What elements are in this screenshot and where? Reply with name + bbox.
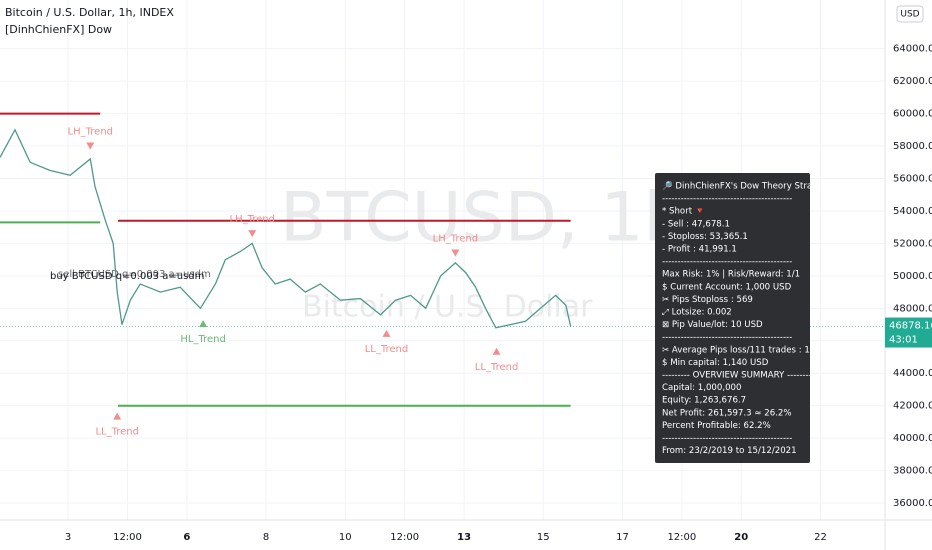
y-tick-label: 54000.00 bbox=[893, 206, 932, 217]
y-tick-label: 56000.00 bbox=[893, 174, 932, 185]
order-label: sell BTCUSD q=0.003 a=usdm bbox=[58, 269, 211, 280]
y-tick-label: 58000.00 bbox=[893, 141, 932, 152]
annotation: LH_Trend bbox=[68, 126, 113, 137]
info-line: ----------------------------------------… bbox=[662, 194, 792, 204]
currency-label[interactable]: USD bbox=[900, 10, 919, 20]
info-line: Net Profit: 261,597.3 ≈ 26.2% bbox=[662, 408, 792, 418]
info-line: From: 23/2/2019 to 15/12/2021 bbox=[662, 446, 797, 456]
info-line: ----------------------------------------… bbox=[662, 257, 792, 267]
info-line: ----------------------------------------… bbox=[662, 434, 792, 444]
currency-button[interactable] bbox=[896, 5, 924, 23]
info-line: --------- OVERVIEW SUMMARY --------- bbox=[662, 371, 815, 381]
x-tick-label: 20 bbox=[734, 532, 748, 543]
signal-triangle bbox=[86, 142, 95, 150]
info-line: - Stoploss: 53,365.1 bbox=[662, 232, 748, 242]
info-line: * Short 🔻 bbox=[662, 207, 706, 217]
x-tick-label: 6 bbox=[183, 532, 190, 543]
info-line: $ Min capital: 1,140 USD bbox=[662, 358, 769, 368]
x-tick-label: 15 bbox=[537, 532, 550, 543]
watermark: BTCUSD, 1h bbox=[280, 179, 687, 258]
info-line: - Sell : 47,678.1 bbox=[662, 219, 730, 229]
last-price-label: 46878.16 bbox=[889, 321, 932, 332]
x-tick-label: 12:00 bbox=[113, 532, 142, 543]
y-tick-label: 48000.00 bbox=[893, 303, 932, 314]
annotation: LL_Trend bbox=[365, 344, 409, 355]
y-tick-label: 36000.00 bbox=[893, 498, 932, 509]
price-line bbox=[0, 128, 572, 329]
y-tick-label: 52000.00 bbox=[893, 238, 932, 249]
info-line: 🔎 DinhChienFX's Dow Theory Strategy bbox=[662, 180, 831, 192]
annotation: HL_Trend bbox=[180, 334, 225, 345]
y-tick-label: 42000.00 bbox=[893, 401, 932, 412]
y-tick-label: 50000.00 bbox=[893, 271, 932, 282]
info-box bbox=[655, 173, 810, 463]
x-tick-label: 17 bbox=[616, 532, 629, 543]
y-tick-label: 62000.00 bbox=[893, 76, 932, 87]
y-tick-label: 44000.00 bbox=[893, 368, 932, 379]
annotation: LH_Trend bbox=[433, 234, 478, 245]
info-line: Max Risk: 1% | Risk/Reward: 1/1 bbox=[662, 270, 800, 280]
annotation: LH_Trend bbox=[230, 214, 275, 225]
info-line: Percent Profitable: 62.2% bbox=[662, 421, 771, 431]
watermark-sub: Bitcoin / U.S. Dollar bbox=[302, 290, 593, 325]
order-label: buy BTCUSD q=0.003 a=usdm bbox=[50, 271, 204, 282]
chart-title: Bitcoin / U.S. Dollar, 1h, INDEX bbox=[5, 6, 174, 19]
annotation: LL_Trend bbox=[95, 427, 139, 438]
x-tick-label: 12:00 bbox=[390, 532, 419, 543]
info-line: Equity: 1,263,676.7 bbox=[662, 396, 746, 406]
countdown-label: 43:01 bbox=[889, 335, 918, 346]
info-line: Capital: 1,000,000 bbox=[662, 383, 742, 393]
signal-triangle bbox=[451, 249, 460, 257]
info-line: ⊠ Pip Value/lot: 10 USD bbox=[662, 320, 763, 330]
x-tick-label: 22 bbox=[814, 532, 827, 543]
y-tick-label: 38000.00 bbox=[893, 466, 932, 477]
x-tick-label: 3 bbox=[65, 532, 71, 543]
signal-triangle bbox=[113, 412, 122, 420]
annotation: LL_Trend bbox=[475, 362, 519, 373]
info-line: - Profit : 41,991.1 bbox=[662, 245, 737, 255]
y-tick-label: 64000.00 bbox=[893, 44, 932, 55]
info-line: $ Current Account: 1,000 USD bbox=[662, 282, 792, 292]
info-line: ----------------------------------------… bbox=[662, 333, 792, 343]
last-price-badge bbox=[885, 317, 932, 348]
info-line: ✂ Pips Stoploss : 569 bbox=[662, 295, 753, 305]
x-tick-label: 13 bbox=[457, 532, 471, 543]
signal-triangle bbox=[492, 347, 501, 355]
y-tick-label: 40000.00 bbox=[893, 433, 932, 444]
y-tick-label: 60000.00 bbox=[893, 109, 932, 120]
x-tick-label: 10 bbox=[339, 532, 352, 543]
indicator-name: [DinhChienFX] Dow bbox=[5, 23, 112, 36]
x-tick-label: 8 bbox=[263, 532, 269, 543]
x-tick-label: 12:00 bbox=[667, 532, 696, 543]
info-line: ✂ Average Pips loss/111 trades : 114 bbox=[662, 345, 821, 355]
info-line: ⤢ Lotsize: 0.002 bbox=[661, 308, 732, 318]
signal-triangle bbox=[382, 329, 391, 337]
signal-triangle bbox=[199, 320, 208, 328]
signal-triangle bbox=[248, 230, 257, 238]
